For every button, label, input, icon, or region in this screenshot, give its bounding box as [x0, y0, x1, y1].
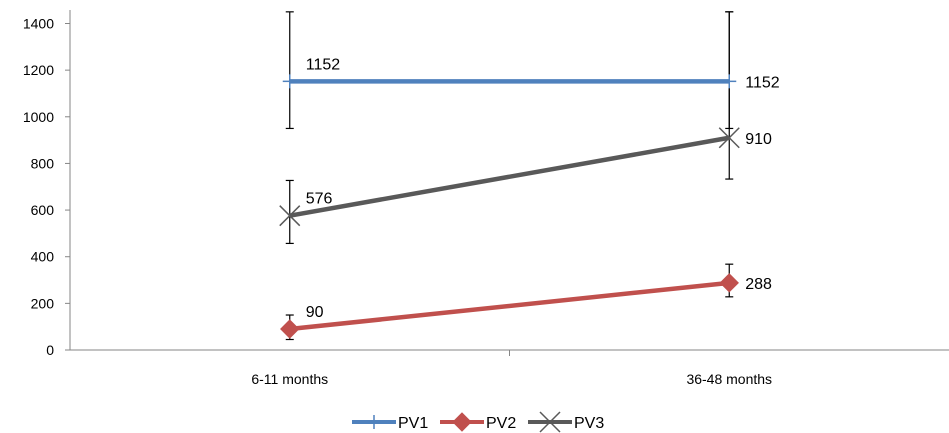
chart-legend: PV1 PV2 PV3 [352, 411, 604, 433]
legend-label: PV1 [398, 415, 428, 432]
y-tick-label: 1400 [23, 16, 54, 32]
legend-item-pv1: PV1 [352, 415, 428, 432]
y-tick-label: 800 [31, 155, 55, 171]
legend-item-pv2: PV2 [440, 412, 516, 432]
y-tick-label: 1200 [23, 62, 54, 78]
y-tick-label: 400 [31, 249, 55, 265]
y-tick-label: 0 [46, 342, 54, 358]
y-tick-label: 1000 [23, 109, 54, 125]
legend-item-pv3: PV3 [528, 411, 604, 433]
data-label-pv1: 1152 [306, 56, 341, 73]
data-label-pv3: 910 [745, 131, 772, 148]
legend-label: PV3 [574, 415, 604, 432]
data-point-pv3 [279, 205, 301, 227]
series-markers [279, 74, 740, 339]
series-line-pv3 [289, 135, 730, 218]
data-label-pv2: 288 [745, 276, 772, 293]
x-tick-label: 6-11 months [251, 371, 328, 387]
data-label-pv1: 1152 [745, 74, 780, 91]
legend-marker [452, 412, 472, 432]
y-tick-label: 600 [31, 202, 55, 218]
data-labels: 1152 1152 90 288 576 910 [306, 56, 780, 321]
series-lines [289, 79, 730, 332]
x-tick-label: 36-48 months [686, 371, 772, 387]
series-line-pv2 [289, 280, 730, 332]
data-point-pv2 [280, 319, 300, 339]
data-label-pv2: 90 [306, 304, 324, 321]
legend-marker [539, 411, 561, 433]
data-point-pv3 [718, 127, 740, 149]
data-label-pv3: 576 [306, 191, 333, 208]
data-point-pv2 [719, 273, 739, 293]
legend-label: PV2 [486, 415, 516, 432]
chart-axes: 0 200 400 600 800 1000 1200 1400 6-11 months 36-4… [23, 10, 949, 387]
y-tick-label: 200 [31, 295, 55, 311]
